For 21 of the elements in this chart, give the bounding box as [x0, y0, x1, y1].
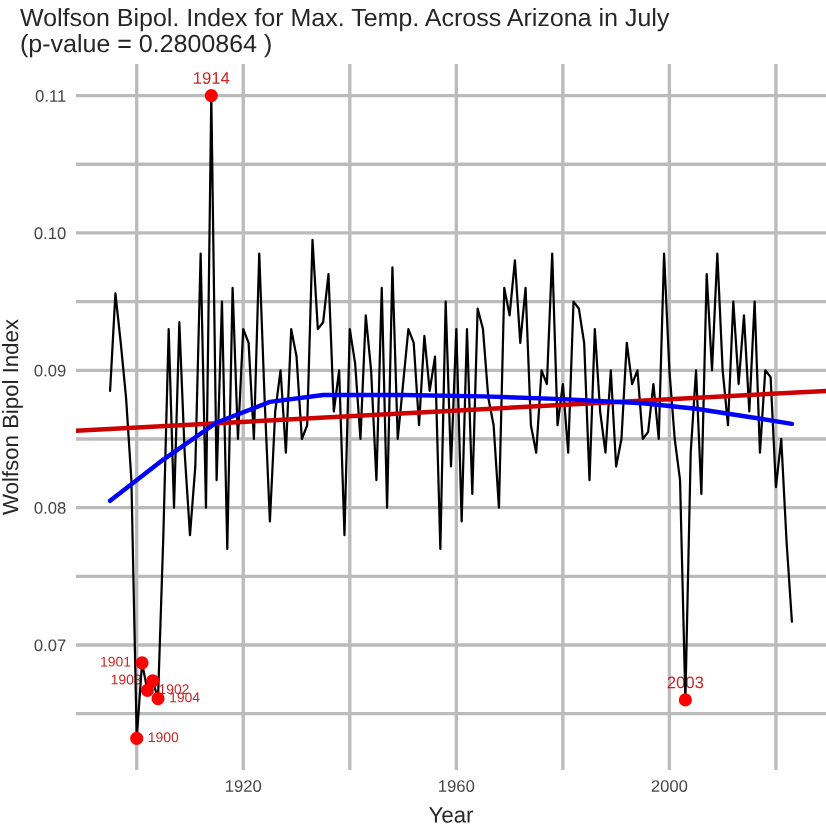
line-series [107, 392, 795, 504]
x-tick-label: 1960 [439, 780, 475, 792]
y-tick-label: 0.10 [34, 227, 66, 240]
chart-subtitle: (p-value = 0.2800864 ) [21, 34, 271, 58]
annotation: 1914 [194, 72, 230, 84]
x-tick-label: 2000 [651, 780, 688, 792]
y-axis-title: Wolfson Bipol Index [2, 319, 23, 515]
x-axis-title: Year [429, 807, 474, 823]
x-tick-label: 1920 [225, 780, 262, 792]
y-tick-label: 0.11 [35, 89, 66, 102]
point [678, 693, 692, 707]
y-tick-label: 0.07 [34, 639, 66, 652]
point [130, 731, 144, 745]
point [204, 89, 218, 103]
point [151, 691, 165, 706]
y-tick-label: 0.08 [34, 502, 66, 514]
point [135, 656, 149, 670]
point [140, 683, 154, 697]
chart-title: Wolfson Bipol. Index for Max. Temp. Across Arizona in July [20, 8, 670, 32]
y-tick-label: 0.09 [34, 364, 66, 377]
point [146, 674, 160, 688]
